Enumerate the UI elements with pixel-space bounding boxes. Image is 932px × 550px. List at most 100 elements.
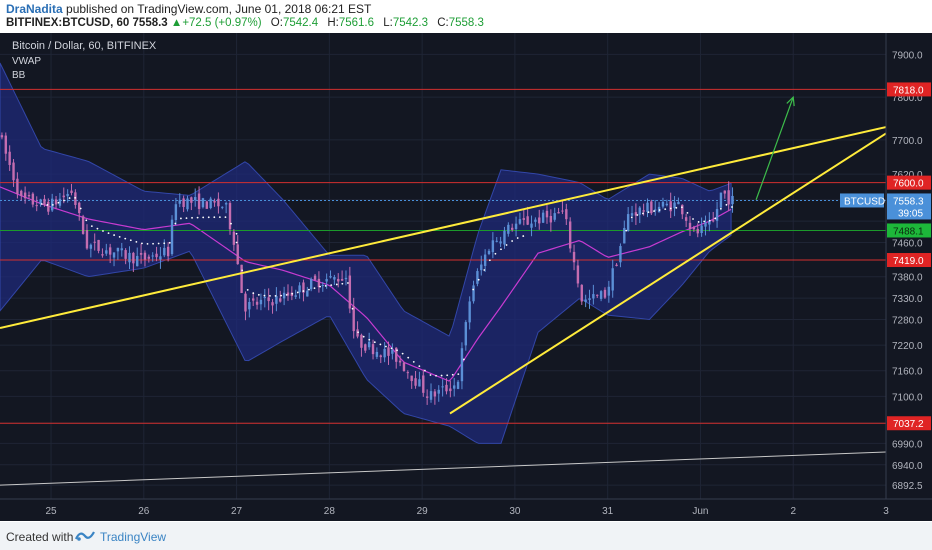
candle-body (391, 350, 394, 354)
candle-body (619, 246, 622, 263)
candle-body (688, 222, 692, 229)
candle-body (553, 213, 556, 220)
vwap-dot (63, 199, 65, 202)
candle-body (654, 209, 657, 211)
close-label: C: (437, 17, 449, 29)
vwap-dot (642, 212, 644, 215)
price-axis-background (886, 33, 932, 521)
candle-body (294, 295, 297, 297)
candle-body (116, 247, 120, 252)
candle-body (205, 201, 209, 209)
candle-body (518, 219, 522, 224)
published-text: published on TradingView.com, June 01, 2… (66, 2, 372, 16)
vwap-dot (457, 373, 460, 376)
candle-body (626, 214, 630, 231)
candle-body (615, 264, 618, 267)
candle-body (78, 202, 81, 214)
time-tick-label: Jun (692, 506, 708, 517)
vwap-dot (692, 218, 694, 220)
price-tick-label: 7620.0 (892, 170, 923, 181)
candle-body (306, 290, 309, 297)
vwap-dot (725, 203, 728, 206)
trendline-yellow (0, 126, 887, 329)
vwap-dot (157, 242, 160, 245)
legend-indicator-vwap[interactable]: VWAP (12, 56, 41, 67)
candlestick-series (0, 132, 734, 405)
close-value: 7558.3 (448, 17, 484, 29)
price-chart[interactable]: 6892.5 6940.0 6990.0 7100.0 7160.0 7220.0 7280… (0, 33, 932, 521)
candle-body (348, 275, 352, 309)
author-link[interactable]: DraNadita (6, 2, 63, 16)
up-triangle-icon: ▲ (170, 17, 183, 29)
candle-body (128, 252, 131, 263)
price-level-tag-text: 7419.0 (893, 256, 924, 267)
time-tick-label: 25 (45, 506, 57, 517)
vwap-dot (368, 338, 371, 341)
time-axis[interactable]: 25 26 27 28 29 30 31 Jun 2 3 (0, 498, 932, 521)
vwap-dot (235, 232, 238, 235)
arrow-head (786, 95, 795, 107)
candle-body (251, 298, 255, 301)
low-value: 7542.3 (392, 17, 428, 29)
vwap-dot (257, 293, 260, 296)
candle-body (298, 285, 301, 293)
candle-body (646, 202, 649, 212)
candle-body (681, 204, 684, 215)
candle-body (596, 294, 599, 296)
vwap-dot (472, 288, 475, 291)
candle-body (638, 207, 641, 215)
vwap-dot (412, 360, 415, 363)
time-tick-label: 3 (883, 506, 889, 517)
candle-body (97, 239, 100, 251)
candle-body (313, 275, 317, 280)
candle-body (12, 162, 15, 181)
high-label: H: (327, 17, 339, 29)
candle-body (669, 201, 672, 212)
publish-line: DraNadita published on TradingView.com, … (6, 2, 371, 16)
vwap-dot (302, 290, 305, 292)
vwap-dot (285, 293, 288, 296)
vwap-dot (522, 235, 525, 237)
candle-body (468, 301, 471, 323)
candle-body (166, 246, 170, 257)
candle-body (510, 227, 514, 230)
legend-indicator-bb[interactable]: BB (12, 70, 26, 81)
candle-body (665, 203, 669, 206)
vwap-dot (141, 242, 143, 245)
candle-body (530, 223, 533, 228)
vwap-dot (494, 252, 497, 255)
candle-body (584, 299, 587, 302)
candle-body (43, 198, 46, 205)
candle-body (340, 279, 344, 281)
candle-body (429, 391, 433, 400)
candle-body (712, 220, 715, 222)
candle-body (213, 200, 216, 203)
price-tick-label: 7380.0 (892, 273, 923, 284)
candle-body (321, 285, 324, 287)
vwap-dot (451, 373, 454, 376)
candle-body (39, 199, 42, 205)
current-price-countdown: 39:05 (898, 208, 923, 219)
vwap-dot (488, 259, 491, 262)
candle-body (8, 151, 11, 165)
vwap-dot (708, 219, 711, 222)
time-tick-label: 31 (602, 506, 614, 517)
tradingview-logo-icon[interactable] (74, 528, 96, 545)
tradingview-brand[interactable]: TradingView (100, 530, 167, 544)
vwap-dot (505, 244, 508, 246)
time-tick-label: 26 (138, 506, 150, 517)
vwap-dot (379, 343, 382, 346)
candle-body (561, 210, 564, 212)
candle-body (568, 221, 572, 249)
price-tick-label: 7220.0 (892, 341, 923, 352)
vwap-dot (330, 284, 333, 287)
price-axis[interactable]: 6892.5 6940.0 6990.0 7100.0 7160.0 7220.0 7280… (840, 33, 932, 521)
candle-body (329, 276, 332, 278)
candle-body (375, 351, 379, 357)
candle-body (383, 348, 386, 358)
vwap-dot (347, 282, 349, 284)
candle-body (460, 348, 464, 382)
vwap-dot (719, 207, 722, 210)
current-price-value: 7558.3 (893, 196, 924, 207)
candle-body (31, 193, 35, 205)
